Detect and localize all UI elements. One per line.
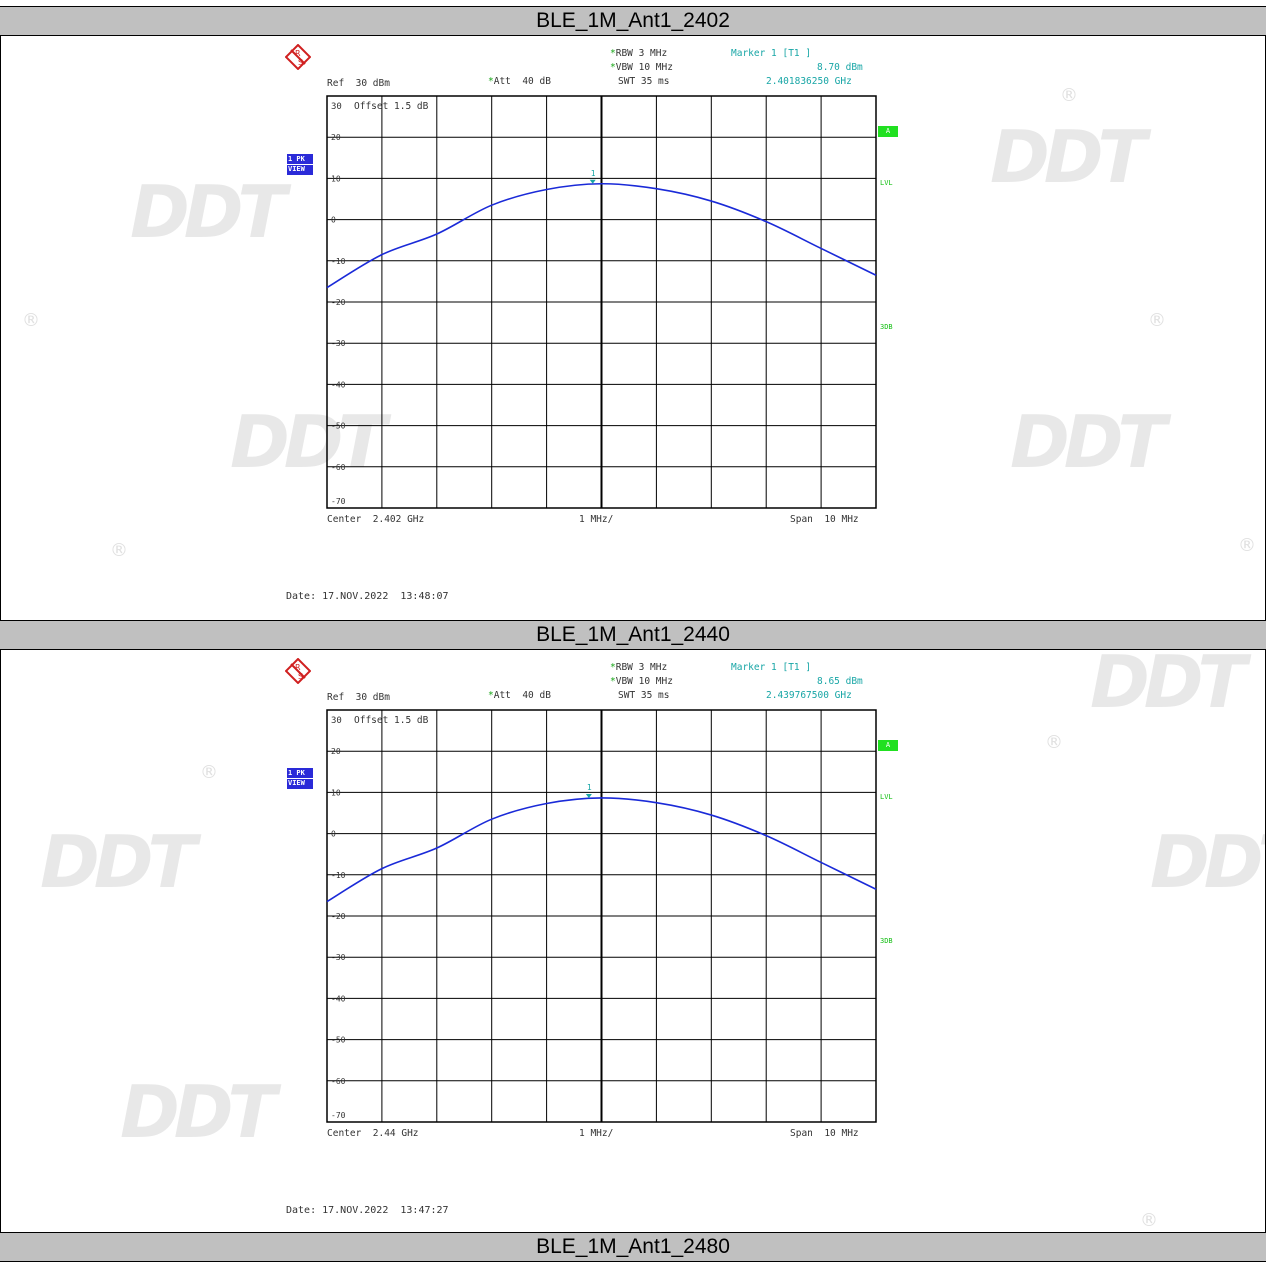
rohde-schwarz-logo: RS <box>285 658 311 684</box>
span-label: Span 10 MHz <box>790 1128 859 1139</box>
y-tick-label: -30 <box>331 953 346 962</box>
trace-mode-badge: 1 PK VIEW <box>287 154 313 175</box>
trace-view-label: VIEW <box>288 779 305 787</box>
capture-date: Date: 17.NOV.2022 13:47:27 <box>286 1205 449 1216</box>
y-tick-label: -50 <box>331 1036 346 1045</box>
trace-line <box>326 797 877 903</box>
watermark-logo: DDT <box>230 400 387 484</box>
registered-mark: ® <box>1045 732 1063 753</box>
y-tick-label: 0 <box>331 216 336 225</box>
y-tick-label: -10 <box>331 871 346 880</box>
rbw-label: *RBW 3 MHz <box>610 48 668 59</box>
watermark-logo: DDT <box>1150 820 1266 904</box>
y-tick-label: -30 <box>331 339 346 348</box>
marker-frequency: 2.401836250 GHz <box>766 76 852 87</box>
registered-mark: ® <box>1060 85 1078 106</box>
trace-1pk-label: 1 PK <box>287 769 313 779</box>
attenuation-label: *Att 40 dB <box>488 690 551 701</box>
marker-triangle <box>589 179 596 184</box>
y-tick-label: -70 <box>331 1111 346 1120</box>
reference-level: Ref 30 dBm <box>327 78 390 89</box>
svg-text:S: S <box>298 672 303 681</box>
marker-title: Marker 1 [T1 ] <box>731 662 812 673</box>
y-tick-label: -40 <box>331 994 346 1003</box>
trace-line <box>326 182 877 289</box>
watermark-logo: DDT <box>990 115 1147 199</box>
marker-title: Marker 1 [T1 ] <box>731 48 812 59</box>
y-tick-label: 0 <box>331 830 336 839</box>
watermark-logo: DDT <box>1010 400 1167 484</box>
svg-text:R: R <box>295 663 301 672</box>
center-frequency: Center 2.402 GHz <box>327 514 425 525</box>
registered-mark: ® <box>1238 535 1256 556</box>
registered-mark: ® <box>1140 1210 1158 1231</box>
panel-caption: BLE_1M_Ant1_2440 <box>0 620 1266 650</box>
y-tick-label: 20 <box>331 747 341 756</box>
y-tick-label: 30 <box>331 102 342 112</box>
svg-text:S: S <box>298 58 303 67</box>
3db-label: 3DB <box>880 937 893 945</box>
y-tick-label: 10 <box>331 788 341 797</box>
y-tick-label: -20 <box>331 912 346 921</box>
center-frequency: Center 2.44 GHz <box>327 1128 419 1139</box>
y-tick-label: -50 <box>331 422 346 431</box>
watermark-logo: DDT <box>120 1070 277 1154</box>
svg-text:R: R <box>295 49 301 58</box>
lvl-label: LVL <box>880 793 893 801</box>
y-tick-label: -60 <box>331 463 346 472</box>
vbw-label: *VBW 10 MHz <box>610 676 673 687</box>
y-tick-label: -60 <box>331 1077 346 1086</box>
y-tick-label: -20 <box>331 298 346 307</box>
offset-label: Offset 1.5 dB <box>354 715 429 726</box>
y-tick-label: -10 <box>331 257 346 266</box>
panel-caption: BLE_1M_Ant1_2402 <box>0 6 1266 36</box>
vbw-label: *VBW 10 MHz <box>610 62 673 73</box>
trace-a-badge: A <box>878 126 898 137</box>
registered-mark: ® <box>110 540 128 561</box>
y-tick-label: 20 <box>331 133 341 142</box>
swt-label: SWT 35 ms <box>618 690 670 701</box>
spectrum-plot: 20 10 0 -10 -20 -30 -40 -50 -60 -70 30 Offset 1.5 d… <box>326 709 877 1123</box>
trace-view-label: VIEW <box>288 165 305 173</box>
spectrum-plot: 20 10 0 -10 -20 -30 -40 -50 -60 -70 30 Offset 1.5 d… <box>326 95 877 509</box>
division-label: 1 MHz/ <box>579 1128 614 1139</box>
trace-1pk-label: 1 PK <box>287 155 313 165</box>
reference-level: Ref 30 dBm <box>327 692 390 703</box>
y-tick-label: 10 <box>331 174 341 183</box>
marker-level: 8.65 dBm <box>817 676 863 687</box>
watermark-logo: DDT <box>40 820 197 904</box>
capture-date: Date: 17.NOV.2022 13:48:07 <box>286 591 449 602</box>
marker-frequency: 2.439767500 GHz <box>766 690 852 701</box>
watermark-logo: DDT <box>130 170 287 254</box>
marker-triangle <box>585 793 592 798</box>
watermark-logo: DDT <box>1090 640 1247 724</box>
offset-label: Offset 1.5 dB <box>354 101 429 112</box>
trace-a-badge: A <box>878 740 898 751</box>
lvl-label: LVL <box>880 179 893 187</box>
rbw-label: *RBW 3 MHz <box>610 662 668 673</box>
trace-mode-badge: 1 PK VIEW <box>287 768 313 789</box>
panel-caption: BLE_1M_Ant1_2480 <box>0 1232 1266 1262</box>
y-tick-label: -70 <box>331 497 346 506</box>
swt-label: SWT 35 ms <box>618 76 670 87</box>
y-tick-label: -40 <box>331 380 346 389</box>
span-label: Span 10 MHz <box>790 514 859 525</box>
marker-label: 1 <box>587 783 592 792</box>
division-label: 1 MHz/ <box>579 514 614 525</box>
rohde-schwarz-logo: RS <box>285 44 311 70</box>
3db-label: 3DB <box>880 323 893 331</box>
registered-mark: ® <box>22 310 40 331</box>
marker-level: 8.70 dBm <box>817 62 863 73</box>
registered-mark: ® <box>200 762 218 783</box>
attenuation-label: *Att 40 dB <box>488 76 551 87</box>
marker-label: 1 <box>591 169 596 178</box>
registered-mark: ® <box>1148 310 1166 331</box>
y-tick-label: 30 <box>331 716 342 726</box>
